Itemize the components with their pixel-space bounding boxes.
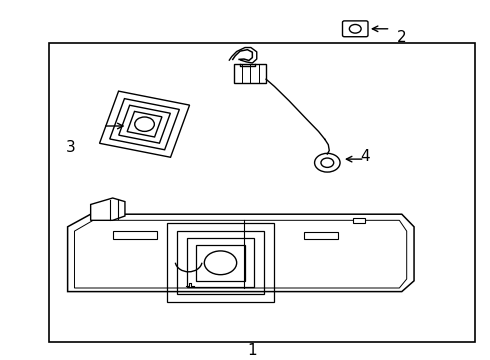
Text: 4: 4 [360,149,370,164]
Polygon shape [113,231,157,239]
Polygon shape [304,232,338,239]
Bar [234,64,266,83]
Text: 2: 2 [397,30,407,45]
Polygon shape [91,198,125,220]
Polygon shape [68,214,414,292]
Text: 3: 3 [66,140,76,155]
Polygon shape [353,218,365,223]
Text: 1: 1 [247,343,257,358]
Bar [49,43,475,342]
